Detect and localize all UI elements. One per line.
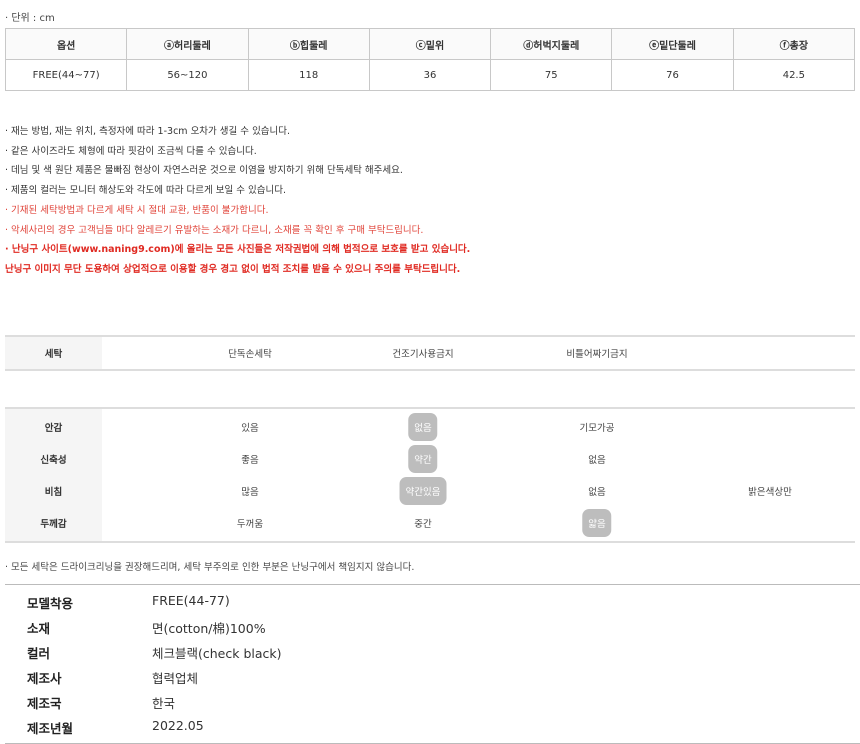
spec-value: FREE(44-77)	[152, 593, 230, 608]
header-cell: ⓒ밑위	[368, 28, 492, 60]
attribute-label: 신축성	[40, 455, 67, 466]
spec-row: 모델착용 FREE(44-77)	[5, 589, 860, 614]
attribute-table: 안감 있음 없음 기모가공 신축성 좋음 약간 없음 비침 많음 약간있음 없음 밝은색상만 두께감 두꺼움…	[5, 407, 855, 543]
unit-label: · 단위 : cm	[5, 13, 55, 24]
cell: 56~120	[126, 59, 249, 91]
attribute-row: 두께감 두꺼움 중간 얇음	[5, 507, 855, 539]
note-copyright: 난닝구 이미지 무단 도용하여 상업적으로 이용할 경우 경고 없이 법적 조치…	[5, 263, 461, 275]
washing-row: 세탁 단독손세탁 건조기사용금지 비틀어짜기금지	[5, 337, 855, 369]
cell: 75	[490, 59, 613, 91]
attribute-row: 비침 많음 약간있음 없음 밝은색상만	[5, 475, 855, 507]
note-copyright: · 난닝구 사이트(www.naning9.com)에 올리는 모든 사진들은 …	[5, 244, 471, 256]
note: · 제품의 컬러는 모니터 해상도와 각도에 따라 다르게 보일 수 있습니다.	[5, 185, 286, 197]
spec-row: 제조사 협력업체	[5, 664, 860, 689]
dryclean-note: · 모든 세탁은 드라이크리닝을 권장해드리며, 세탁 부주의로 인한 부분은 …	[5, 562, 415, 573]
spec-key: 제조사	[27, 671, 62, 686]
header-cell: ⓕ총장	[732, 28, 856, 60]
spec-table: 모델착용 FREE(44-77) 소재 면(cotton/棉)100% 컬러 체크블랙(c…	[5, 584, 860, 744]
spec-row: 제조년월 2022.05	[5, 714, 860, 739]
attribute-label: 비침	[44, 487, 63, 498]
attribute-option: 두꺼움	[236, 519, 264, 530]
washing-table: 세탁 단독손세탁 건조기사용금지 비틀어짜기금지	[5, 335, 855, 371]
attribute-option-selected: 약간	[408, 445, 438, 473]
attribute-row: 신축성 좋음 약간 없음	[5, 443, 855, 475]
note-warning: · 악세사리의 경우 고객님들 마다 알레르기 유발하는 소재가 다르니, 소재…	[5, 224, 424, 236]
spec-value: 한국	[152, 696, 176, 711]
cell: 76	[611, 59, 734, 91]
header-cell: ⓑ힙둘레	[247, 28, 370, 60]
cell: FREE(44~77)	[4, 59, 128, 91]
attribute-option-selected: 얇음	[582, 509, 612, 537]
spec-row: 제조국 한국	[5, 689, 860, 714]
notes-list: · 재는 방법, 재는 위치, 측정자에 따라 1-3cm 오차가 생길 수 있…	[5, 122, 470, 280]
attribute-option: 있음	[241, 423, 259, 434]
header-cell: ⓔ밑단둘레	[611, 28, 734, 60]
spec-value: 협력업체	[152, 671, 199, 686]
cell: 36	[368, 59, 492, 91]
attribute-option: 기모가공	[579, 423, 615, 434]
spec-key: 모델착용	[27, 596, 74, 611]
attribute-option: 없음	[588, 487, 606, 498]
washing-label: 세탁	[44, 349, 63, 360]
attribute-label: 두께감	[40, 519, 67, 530]
table-row: FREE(44~77) 56~120 118 36 75 76 42.5	[4, 59, 856, 91]
spec-row: 컬러 체크블랙(check black)	[5, 639, 860, 664]
note-warning: · 기재된 세탁방법과 다르게 세탁 시 절대 교환, 반품이 불가합니다.	[5, 204, 269, 216]
washing-item: 건조기사용금지	[392, 349, 454, 360]
attribute-row: 안감 있음 없음 기모가공	[5, 411, 855, 443]
header-cell: ⓓ허벅지둘레	[490, 28, 613, 60]
spec-value: 2022.05	[152, 718, 204, 733]
spec-key: 제조국	[27, 696, 62, 711]
spec-row: 소재 면(cotton/棉)100%	[5, 614, 860, 639]
attribute-option-selected: 없음	[408, 413, 438, 441]
attribute-option: 많음	[241, 487, 259, 498]
header-cell: 옵션	[4, 28, 128, 60]
attribute-option-selected: 약간있음	[399, 477, 447, 505]
attribute-option: 없음	[588, 455, 606, 466]
spec-value: 체크블랙(check black)	[152, 646, 282, 661]
spec-key: 제조년월	[27, 721, 74, 736]
size-table: 옵션 ⓐ허리둘레 ⓑ힙둘레 ⓒ밑위 ⓓ허벅지둘레 ⓔ밑단둘레 ⓕ총장 FREE(…	[4, 28, 856, 91]
washing-item: 비틀어짜기금지	[566, 349, 628, 360]
attribute-label: 안감	[44, 423, 63, 434]
cell: 42.5	[732, 59, 856, 91]
attribute-option: 밝은색상만	[748, 487, 792, 498]
cell: 118	[247, 59, 370, 91]
note: · 데님 및 색 원단 제품은 물빠짐 현상이 자연스러운 것으로 이염을 방지…	[5, 165, 403, 177]
note: · 같은 사이즈라도 체형에 따라 핏감이 조금씩 다를 수 있습니다.	[5, 145, 257, 157]
spec-key: 소재	[27, 621, 51, 636]
size-table-header: 옵션 ⓐ허리둘레 ⓑ힙둘레 ⓒ밑위 ⓓ허벅지둘레 ⓔ밑단둘레 ⓕ총장	[4, 28, 856, 60]
header-cell: ⓐ허리둘레	[126, 28, 249, 60]
attribute-option: 좋음	[241, 455, 259, 466]
spec-key: 컬러	[27, 646, 51, 661]
washing-item: 단독손세탁	[228, 349, 272, 360]
spec-value: 면(cotton/棉)100%	[152, 621, 266, 636]
note: · 재는 방법, 재는 위치, 측정자에 따라 1-3cm 오차가 생길 수 있…	[5, 126, 291, 137]
attribute-option: 중간	[414, 519, 432, 530]
